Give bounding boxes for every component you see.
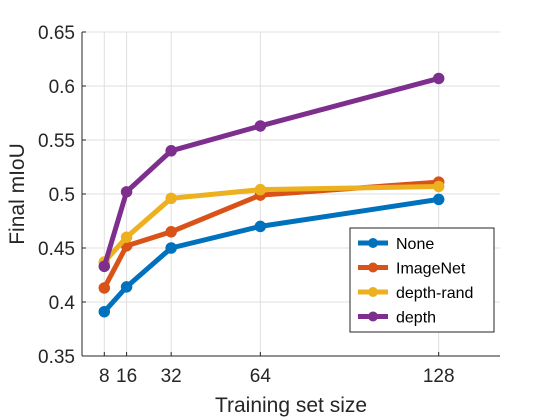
legend-label: None xyxy=(396,236,434,253)
data-point-depth xyxy=(165,145,177,157)
legend-label: depth xyxy=(396,310,436,327)
y-tick-label: 0.4 xyxy=(49,293,76,314)
data-point-depth-rand xyxy=(254,183,267,196)
series-depth xyxy=(98,72,445,273)
x-tick-label: 32 xyxy=(161,366,182,387)
data-point-depth xyxy=(254,120,267,132)
data-point-none xyxy=(120,281,133,293)
x-tick-label: 8 xyxy=(99,366,110,387)
x-tick-label: 16 xyxy=(116,366,137,387)
data-point-imagenet xyxy=(165,226,177,238)
data-point-none xyxy=(432,193,445,206)
legend-swatch-marker xyxy=(368,238,378,248)
x-tick-label: 64 xyxy=(250,366,272,387)
legend-swatch-marker xyxy=(368,311,378,322)
x-axis-title: Training set size xyxy=(215,394,367,417)
legend-swatch-marker xyxy=(368,262,378,273)
data-point-depth-rand xyxy=(120,231,133,243)
legend-label: ImageNet xyxy=(396,261,466,278)
legend-label: depth-rand xyxy=(396,285,473,302)
legend-item-none: None xyxy=(358,236,434,253)
series-none xyxy=(98,193,445,318)
data-point-depth xyxy=(120,186,133,198)
data-point-none xyxy=(98,305,111,318)
data-point-depth xyxy=(98,260,111,273)
series-depth-rand xyxy=(98,180,445,268)
data-point-none xyxy=(254,220,267,233)
data-point-depth xyxy=(432,72,445,85)
series-lines xyxy=(98,72,445,318)
y-axis-title: Final mIoU xyxy=(6,143,29,245)
y-tick-label: 0.6 xyxy=(49,77,75,98)
tick-labels: 8 16 32 64 128 0.35 0.4 0.45 0.5 0.55 0.6 0.65 xyxy=(38,23,455,387)
legend-item-imagenet: ImageNet xyxy=(358,261,466,278)
data-point-depth-rand xyxy=(165,192,177,205)
y-tick-label: 0.65 xyxy=(38,23,75,44)
y-tick-label: 0.5 xyxy=(49,185,75,206)
legend-swatch-marker xyxy=(368,287,378,297)
data-point-depth-rand xyxy=(432,180,445,193)
grid xyxy=(82,31,500,357)
y-tick-label: 0.55 xyxy=(38,131,75,152)
data-point-imagenet xyxy=(98,282,111,294)
legend-item-depth-rand: depth-rand xyxy=(358,285,473,302)
data-point-none xyxy=(165,242,177,254)
x-tick-label: 128 xyxy=(423,366,455,387)
y-tick-label: 0.35 xyxy=(38,347,75,368)
legend-item-depth: depth xyxy=(358,310,436,327)
y-tick-label: 0.45 xyxy=(38,239,75,260)
axes xyxy=(81,31,500,357)
legend: None ImageNet depth-rand depth xyxy=(349,227,495,333)
